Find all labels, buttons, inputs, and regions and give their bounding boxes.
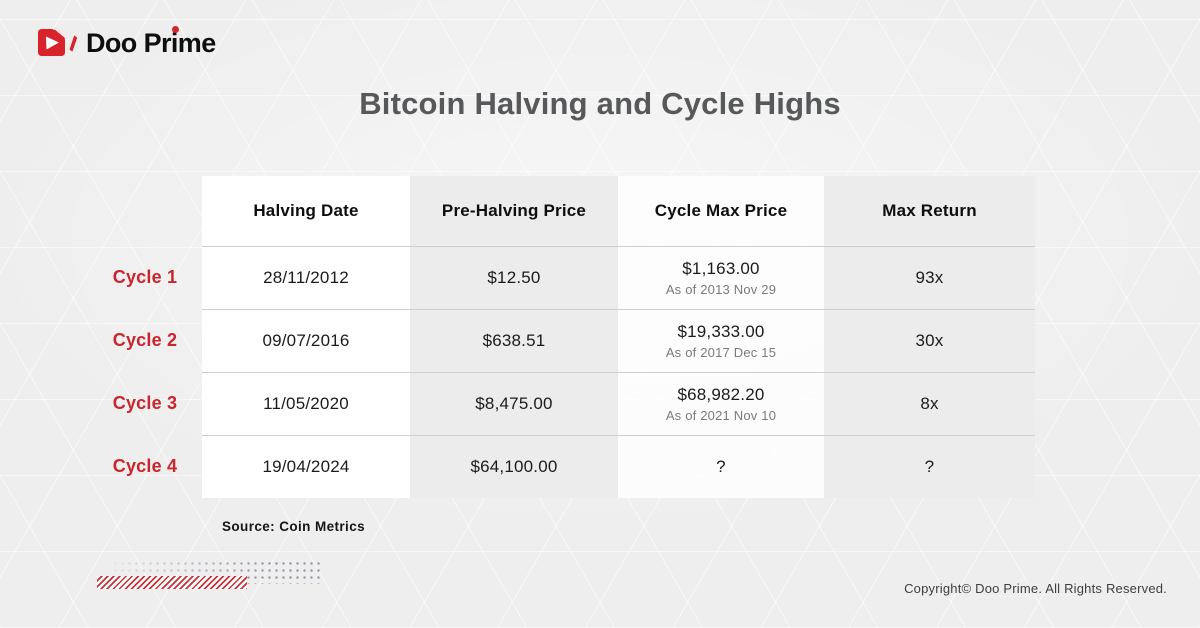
cycle-max-price-value: $19,333.00 [677, 322, 765, 341]
copyright-notice: Copyright© Doo Prime. All Rights Reserve… [904, 581, 1167, 596]
row-label-cycle-2: Cycle 2 [112, 330, 178, 350]
row-label-cycle-4: Cycle 4 [112, 456, 178, 476]
column-header-halving-date: Halving Date [202, 176, 410, 246]
cycle-max-price-value: $68,982.20 [677, 385, 765, 404]
cell-max-return: 93x [824, 246, 1035, 309]
cycle-max-price-note: As of 2021 Nov 10 [665, 408, 777, 423]
cycle-max-price-note: As of 2017 Dec 15 [665, 345, 777, 360]
column-header-pre-halving-price: Pre-Halving Price [410, 176, 618, 246]
halving-table: Halving Date Pre-Halving Price Cycle Max… [88, 176, 1035, 498]
cell-halving-date: 28/11/2012 [202, 246, 410, 309]
cell-halving-date: 19/04/2024 [202, 435, 410, 498]
brand-name: Doo Prime [86, 25, 216, 58]
header-spacer [88, 176, 202, 246]
cell-cycle-max-price: ? [618, 435, 824, 498]
row-label-cycle-1: Cycle 1 [112, 267, 178, 287]
cycle-max-price-note: As of 2013 Nov 29 [665, 282, 777, 297]
data-source-note: Source: Coin Metrics [222, 519, 366, 534]
column-header-cycle-max-price: Cycle Max Price [618, 176, 824, 246]
logo-i-dot [172, 25, 179, 33]
cell-cycle-max-price: $68,982.20 As of 2021 Nov 10 [618, 372, 824, 435]
cell-halving-date: 09/07/2016 [202, 309, 410, 372]
cycle-max-price-value: $1,163.00 [682, 259, 760, 278]
cell-max-return: ? [824, 435, 1035, 498]
brand-logo: Doo Prime [38, 25, 216, 58]
red-hatched-bar-decoration [97, 576, 247, 589]
cell-max-return: 8x [824, 372, 1035, 435]
row-label-cycle-3: Cycle 3 [112, 393, 178, 413]
cell-pre-halving-price: $64,100.00 [410, 435, 618, 498]
doo-prime-logo-icon [38, 28, 78, 58]
cell-cycle-max-price: $19,333.00 As of 2017 Dec 15 [618, 309, 824, 372]
cell-halving-date: 11/05/2020 [202, 372, 410, 435]
cell-cycle-max-price: $1,163.00 As of 2013 Nov 29 [618, 246, 824, 309]
column-header-max-return: Max Return [824, 176, 1035, 246]
cell-max-return: 30x [824, 309, 1035, 372]
cell-pre-halving-price: $638.51 [410, 309, 618, 372]
cell-pre-halving-price: $12.50 [410, 246, 618, 309]
cycle-max-price-value: ? [716, 457, 726, 476]
cell-pre-halving-price: $8,475.00 [410, 372, 618, 435]
page-title: Bitcoin Halving and Cycle Highs [359, 86, 841, 121]
